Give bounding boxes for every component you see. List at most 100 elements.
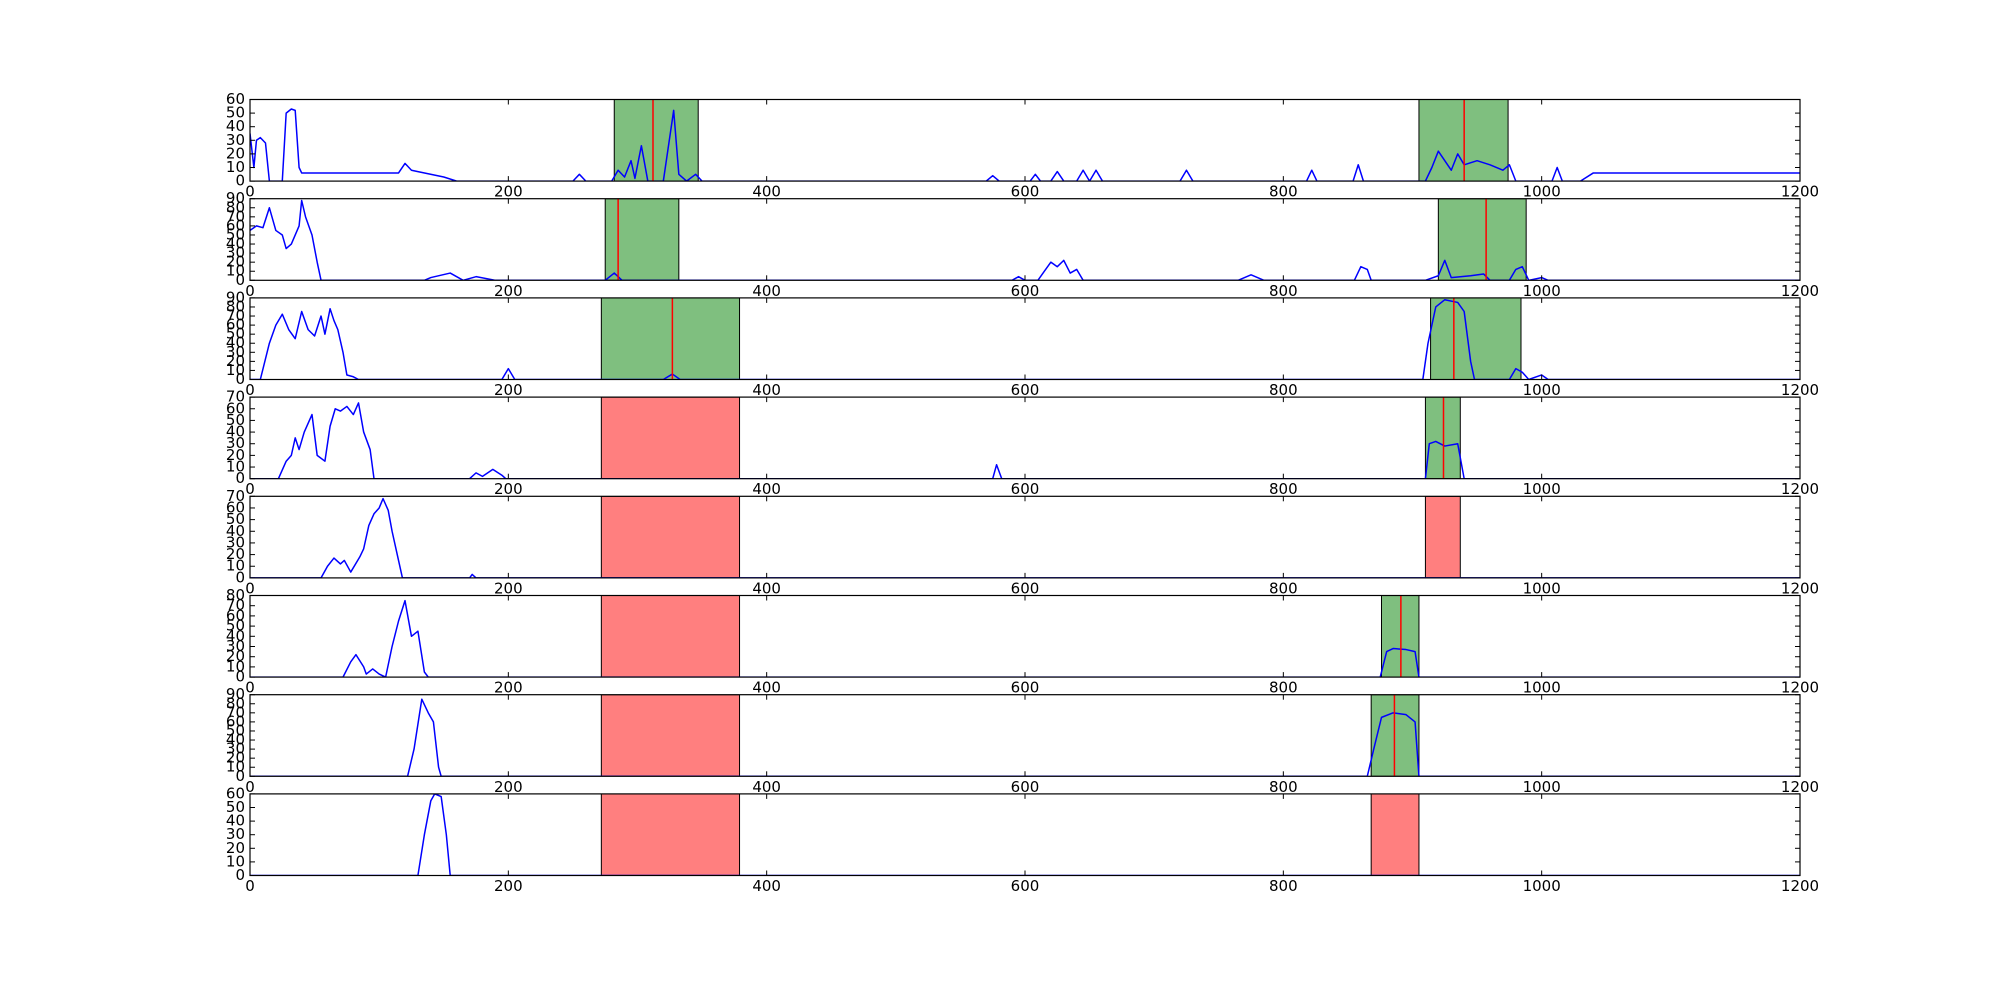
x-tick-label: 1000 <box>1523 579 1561 597</box>
x-tick-label: 200 <box>494 579 523 597</box>
x-tick-label: 1200 <box>1781 381 1819 399</box>
x-tick-label: 400 <box>752 480 781 498</box>
y-tick-label: 60 <box>226 90 245 108</box>
y-tick-label: 40 <box>226 423 245 441</box>
y-tick-label: 20 <box>226 647 245 665</box>
y-tick-label: 20 <box>226 839 245 857</box>
x-tick-label: 600 <box>1011 381 1040 399</box>
y-tick-label: 90 <box>226 685 245 703</box>
y-tick-label: 50 <box>226 325 245 343</box>
y-tick-label: 50 <box>226 798 245 816</box>
x-tick-label: 1000 <box>1523 282 1561 300</box>
x-tick-label: 1000 <box>1523 778 1561 796</box>
span <box>1437 198 1527 281</box>
y-tick-label: 40 <box>226 522 245 540</box>
x-tick-label: 200 <box>494 480 523 498</box>
x-tick-label: 200 <box>494 877 523 895</box>
y-tick-label: 10 <box>226 657 245 675</box>
y-tick-label: 0 <box>235 172 245 190</box>
x-tick-label: 1200 <box>1781 778 1819 796</box>
y-tick-label: 50 <box>226 510 245 528</box>
x-tick-label: 0 <box>245 778 255 796</box>
y-tick-label: 30 <box>226 131 245 149</box>
y-tick-label: 40 <box>226 334 245 352</box>
y-tick-label: 30 <box>226 825 245 843</box>
y-tick-label: 60 <box>226 316 245 334</box>
span <box>1430 297 1522 380</box>
x-tick-label: 600 <box>1011 679 1040 697</box>
x-tick-label: 600 <box>1011 183 1040 201</box>
y-tick-label: 10 <box>226 361 245 379</box>
y-tick-label: 30 <box>226 533 245 551</box>
x-tick-label: 600 <box>1011 480 1040 498</box>
plot-area <box>250 397 1800 479</box>
x-tick-label: 600 <box>1011 579 1040 597</box>
y-tick-label: 20 <box>226 446 245 464</box>
x-tick-label: 600 <box>1011 778 1040 796</box>
span <box>600 297 741 380</box>
y-tick-label: 30 <box>226 740 245 758</box>
x-tick-label: 400 <box>752 679 781 697</box>
y-tick-label: 70 <box>226 207 245 225</box>
x-tick-label: 800 <box>1269 183 1298 201</box>
x-tick-label: 0 <box>245 579 255 597</box>
y-tick-label: 70 <box>226 307 245 325</box>
x-tick-label: 200 <box>494 183 523 201</box>
y-tick-label: 70 <box>226 487 245 505</box>
x-tick-label: 800 <box>1269 877 1298 895</box>
plot-area <box>250 198 1800 281</box>
y-tick-label: 30 <box>226 244 245 262</box>
y-tick-label: 30 <box>226 434 245 452</box>
span <box>1424 496 1461 578</box>
plot-area <box>250 297 1800 380</box>
y-tick-label: 60 <box>226 498 245 516</box>
y-tick-label: 60 <box>226 216 245 234</box>
y-tick-label: 10 <box>226 758 245 776</box>
y-tick-label: 0 <box>235 469 245 487</box>
span <box>604 198 680 281</box>
x-tick-label: 1200 <box>1781 579 1819 597</box>
y-tick-label: 20 <box>226 749 245 767</box>
x-tick-label: 0 <box>245 282 255 300</box>
x-tick-label: 1200 <box>1781 877 1819 895</box>
y-tick-label: 0 <box>235 370 245 388</box>
x-tick-label: 600 <box>1011 282 1040 300</box>
plot-area <box>250 99 1800 182</box>
plot-area <box>250 496 1800 578</box>
y-tick-label: 80 <box>226 694 245 712</box>
span <box>600 397 741 479</box>
x-tick-label: 800 <box>1269 480 1298 498</box>
y-tick-label: 70 <box>226 703 245 721</box>
x-tick-label: 200 <box>494 282 523 300</box>
x-tick-label: 400 <box>752 579 781 597</box>
y-tick-label: 50 <box>226 617 245 635</box>
span <box>600 496 741 578</box>
span <box>600 694 741 777</box>
x-tick-label: 1000 <box>1523 480 1561 498</box>
y-tick-label: 80 <box>226 198 245 216</box>
x-tick-label: 400 <box>752 381 781 399</box>
x-tick-label: 1200 <box>1781 679 1819 697</box>
x-tick-label: 800 <box>1269 282 1298 300</box>
x-tick-label: 400 <box>752 282 781 300</box>
y-tick-label: 60 <box>226 606 245 624</box>
data-line <box>250 108 1800 182</box>
x-tick-label: 400 <box>752 183 781 201</box>
y-tick-label: 40 <box>226 117 245 135</box>
y-tick-label: 0 <box>235 568 245 586</box>
y-tick-label: 40 <box>226 627 245 645</box>
y-tick-label: 70 <box>226 596 245 614</box>
y-tick-label: 50 <box>226 225 245 243</box>
span <box>600 595 741 678</box>
span <box>613 99 699 182</box>
y-tick-label: 50 <box>226 721 245 739</box>
x-tick-label: 800 <box>1269 381 1298 399</box>
x-tick-label: 600 <box>1011 877 1040 895</box>
y-tick-label: 10 <box>226 852 245 870</box>
